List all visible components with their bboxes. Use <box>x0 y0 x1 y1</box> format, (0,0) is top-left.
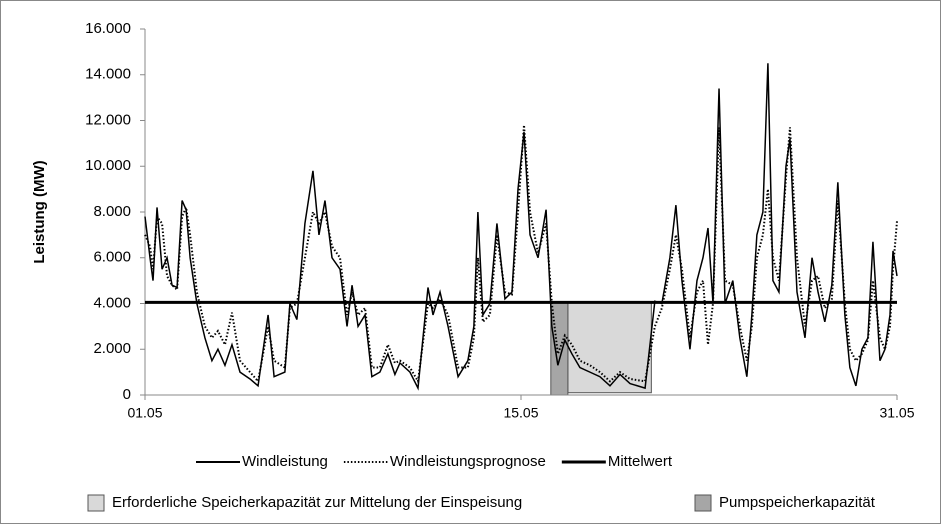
x-tick-label: 31.05 <box>879 405 914 421</box>
series-line <box>144 125 898 385</box>
legend-label: Pumpspeicherkapazität <box>719 494 876 511</box>
y-tick-label: 6.000 <box>93 249 131 266</box>
y-tick-label: 2.000 <box>93 340 131 357</box>
y-tick-label: 0 <box>123 386 131 403</box>
legend-label: Erforderliche Speicherkapazität zur Mitt… <box>112 494 522 511</box>
series-line <box>144 63 898 391</box>
y-tick-label: 12.000 <box>85 111 131 128</box>
storage-region <box>567 301 652 394</box>
legend-label: Windleistungsprognose <box>390 453 546 470</box>
y-axis-title: Leistung (MW) <box>31 160 48 263</box>
legend-swatch <box>87 494 105 512</box>
legend-label: Windleistung <box>242 453 328 470</box>
y-tick-label: 10.000 <box>85 157 131 174</box>
y-tick-label: 16.000 <box>85 20 131 37</box>
legend-swatch <box>694 494 712 512</box>
legend-label: Mittelwert <box>608 453 673 470</box>
y-tick-label: 4.000 <box>93 294 131 311</box>
y-tick-label: 14.000 <box>85 66 131 83</box>
x-tick-label: 15.05 <box>503 405 538 421</box>
x-tick-label: 01.05 <box>127 405 162 421</box>
y-tick-label: 8.000 <box>93 203 131 220</box>
